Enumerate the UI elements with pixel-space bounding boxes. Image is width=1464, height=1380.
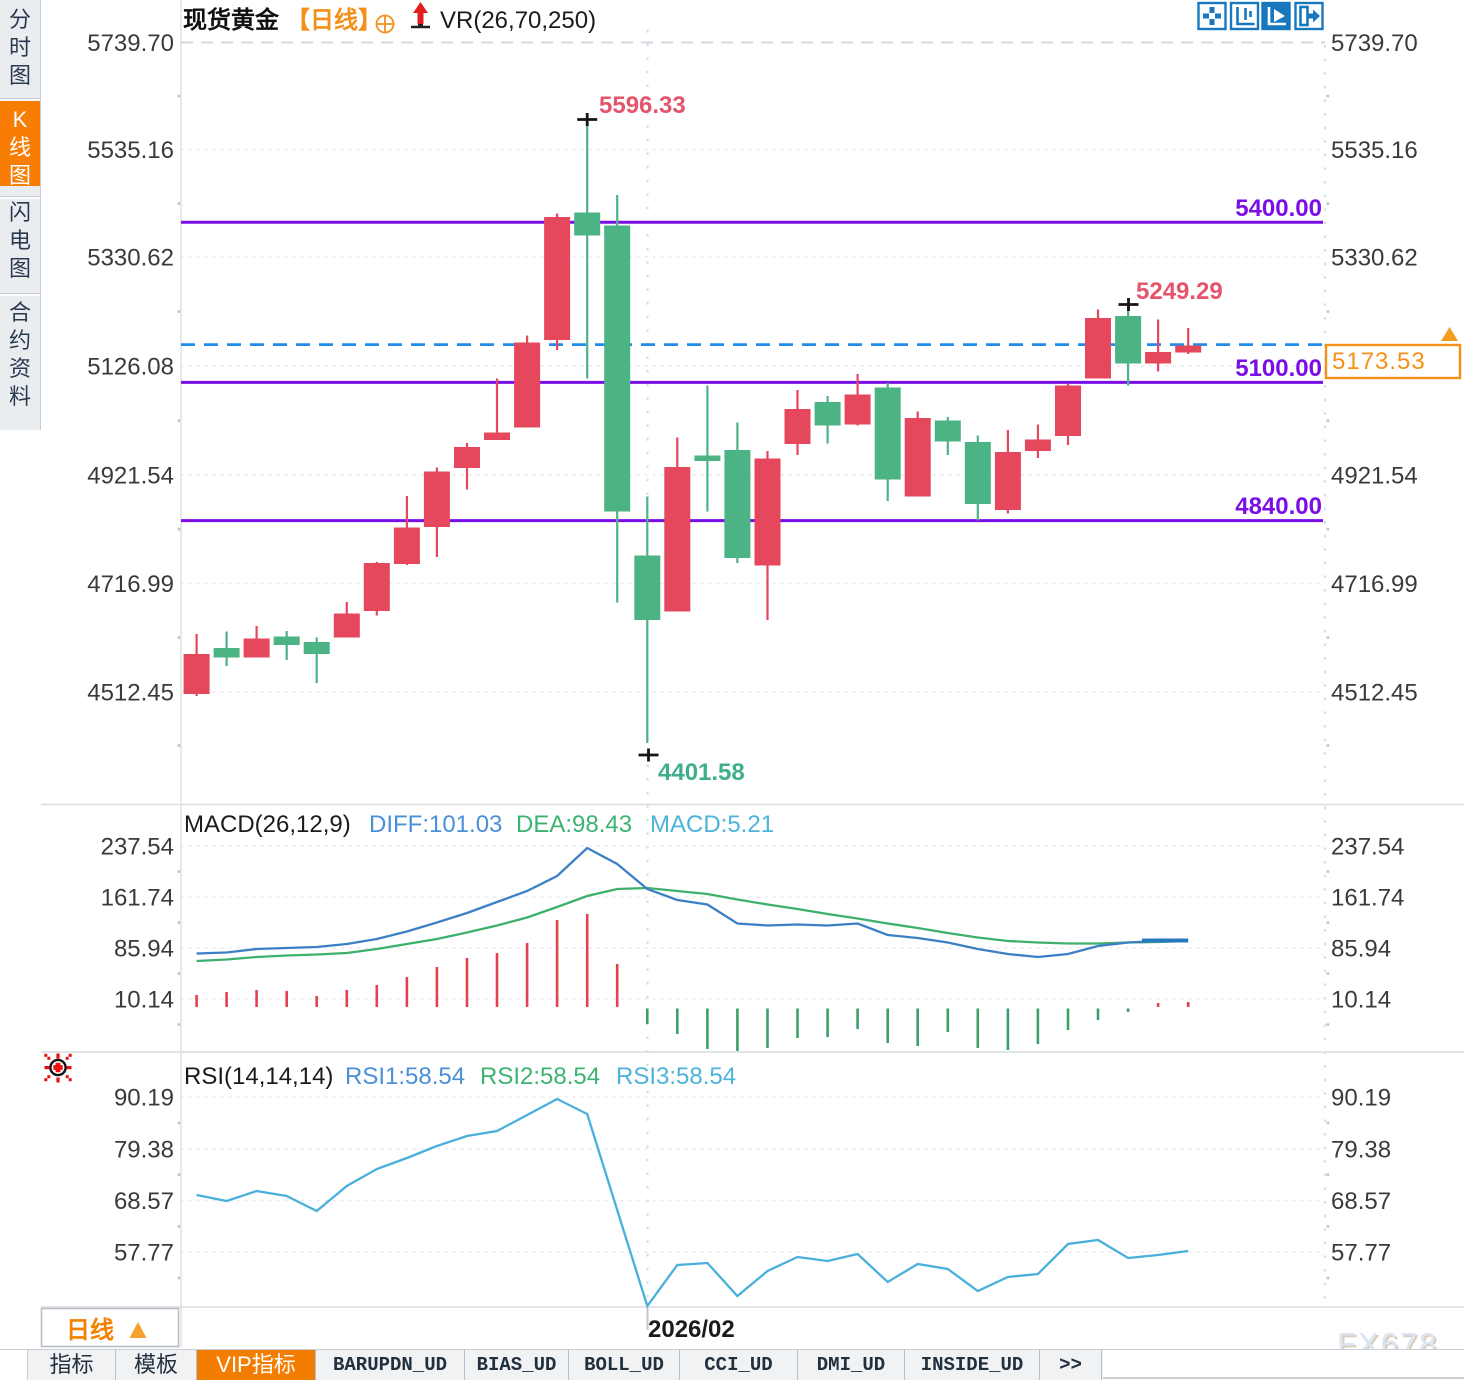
svg-text:90.19: 90.19 <box>1331 1085 1391 1112</box>
svg-text:4512.45: 4512.45 <box>1331 680 1418 707</box>
svg-text:85.94: 85.94 <box>114 936 174 963</box>
svg-text:5596.33: 5596.33 <box>599 92 686 119</box>
svg-text:237.54: 237.54 <box>1331 834 1404 861</box>
svg-text:4840.00: 4840.00 <box>1235 493 1322 520</box>
svg-text:161.74: 161.74 <box>101 885 174 912</box>
svg-text:RSI2:58.54: RSI2:58.54 <box>480 1063 600 1090</box>
svg-text:4716.99: 4716.99 <box>87 571 174 598</box>
svg-text:DEA:98.43: DEA:98.43 <box>516 811 632 838</box>
svg-text:57.77: 57.77 <box>1331 1240 1391 1267</box>
svg-text:4921.54: 4921.54 <box>87 463 174 490</box>
svg-text:RSI1:58.54: RSI1:58.54 <box>345 1063 465 1090</box>
svg-text:10.14: 10.14 <box>1331 987 1391 1014</box>
svg-text:161.74: 161.74 <box>1331 885 1404 912</box>
svg-text:5126.08: 5126.08 <box>87 354 174 381</box>
svg-text:57.77: 57.77 <box>114 1240 174 1267</box>
svg-text:5330.62: 5330.62 <box>87 245 174 272</box>
svg-text:5249.29: 5249.29 <box>1136 278 1223 305</box>
svg-text:4401.58: 4401.58 <box>658 759 745 786</box>
svg-text:79.38: 79.38 <box>114 1137 174 1164</box>
svg-text:RSI(14,14,14): RSI(14,14,14) <box>184 1063 333 1090</box>
svg-text:5535.16: 5535.16 <box>1331 137 1418 164</box>
svg-text:MACD:5.21: MACD:5.21 <box>650 811 774 838</box>
svg-text:现货黄金: 现货黄金 <box>183 6 280 34</box>
svg-text:90.19: 90.19 <box>114 1085 174 1112</box>
svg-text:5739.70: 5739.70 <box>87 30 174 57</box>
svg-text:日线: 日线 <box>66 1317 114 1344</box>
svg-text:5330.62: 5330.62 <box>1331 245 1418 272</box>
svg-text:DIFF:101.03: DIFF:101.03 <box>369 811 502 838</box>
svg-text:5173.53: 5173.53 <box>1332 348 1426 375</box>
svg-text:237.54: 237.54 <box>101 834 174 861</box>
svg-text:RSI3:58.54: RSI3:58.54 <box>616 1063 736 1090</box>
svg-text:4921.54: 4921.54 <box>1331 463 1418 490</box>
svg-text:4512.45: 4512.45 <box>87 680 174 707</box>
svg-text:2026/02: 2026/02 <box>648 1316 735 1343</box>
svg-text:79.38: 79.38 <box>1331 1137 1391 1164</box>
svg-text:5739.70: 5739.70 <box>1331 30 1418 57</box>
svg-text:5400.00: 5400.00 <box>1235 195 1322 222</box>
svg-text:68.57: 68.57 <box>1331 1188 1391 1215</box>
svg-text:68.57: 68.57 <box>114 1188 174 1215</box>
svg-text:10.14: 10.14 <box>114 987 174 1014</box>
svg-text:4716.99: 4716.99 <box>1331 571 1418 598</box>
svg-text:85.94: 85.94 <box>1331 936 1391 963</box>
svg-text:MACD(26,12,9): MACD(26,12,9) <box>184 811 351 838</box>
svg-text:5100.00: 5100.00 <box>1235 355 1322 382</box>
svg-text:【日线】: 【日线】 <box>286 7 382 34</box>
svg-text:5535.16: 5535.16 <box>87 137 174 164</box>
svg-text:VR(26,70,250): VR(26,70,250) <box>440 7 596 34</box>
